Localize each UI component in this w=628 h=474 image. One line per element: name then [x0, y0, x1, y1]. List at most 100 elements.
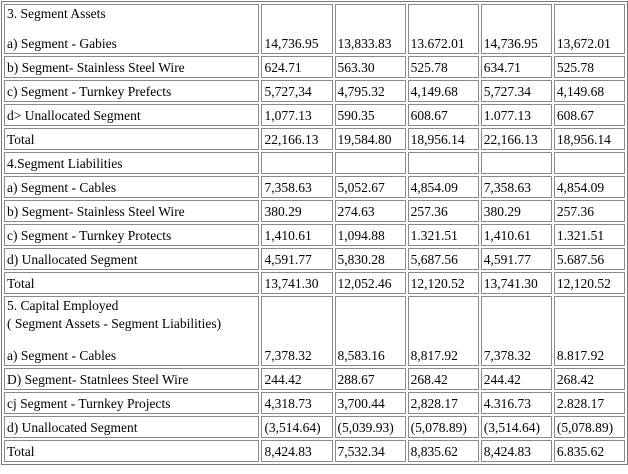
- row-label: a) Segment - Cables: [4, 176, 260, 198]
- row-label: Total: [4, 272, 260, 294]
- section-title: 4.Segment Liabilities: [4, 152, 260, 174]
- segment-table: 3. Segment Assets a) Segment - Gabies 14…: [1, 1, 628, 465]
- value-cell: 380.29: [261, 200, 333, 222]
- value-cell: 274.63: [334, 200, 406, 222]
- value-cell: 4,795.32: [334, 80, 406, 102]
- value-cell: 4,318.73: [261, 392, 333, 414]
- value-cell: 288.67: [334, 368, 406, 390]
- value-cell: 2,828.17: [407, 392, 479, 414]
- value-cell: 19,584.80: [334, 128, 406, 150]
- table-row: cj Segment - Turnkey Projects 4,318.73 3…: [4, 392, 625, 414]
- value-cell: 1,094.88: [334, 224, 406, 246]
- table-row: d> Unallocated Segment 1,077.13 590.35 6…: [4, 104, 625, 126]
- row-label: b) Segment- Stainless Steel Wire: [4, 200, 260, 222]
- section-title: 5. Capital Employed: [7, 298, 119, 313]
- value-cell: 13,833.83: [334, 4, 406, 54]
- row-label: c) Segment - Turnkey Prefects: [4, 80, 260, 102]
- table-row: c) Segment - Turnkey Prefects 5,727,34 4…: [4, 80, 625, 102]
- value-cell: 12,052.46: [334, 272, 406, 294]
- value-cell: (5,078.89): [553, 416, 625, 438]
- table-row: b) Segment- Stainless Steel Wire 624.71 …: [4, 56, 625, 78]
- total-row: Total 22,166.13 19,584.80 18,956.14 22,1…: [4, 128, 625, 150]
- value-cell: 608.67: [553, 104, 625, 126]
- value-cell: 7,532.34: [334, 440, 406, 462]
- row-label: b) Segment- Stainless Steel Wire: [4, 56, 260, 78]
- row-label: Total: [4, 128, 260, 150]
- value-cell: 8,583.16: [334, 296, 406, 366]
- value-cell: 525.78: [407, 56, 479, 78]
- value-cell: 268.42: [553, 368, 625, 390]
- row-label: d) Unallocated Segment: [4, 248, 260, 270]
- total-row: Total 13,741.30 12,052.46 12,120.52 13,7…: [4, 272, 625, 294]
- value-cell: 608.67: [407, 104, 479, 126]
- value-cell: 257.36: [407, 200, 479, 222]
- value-cell: (3,514.64): [261, 416, 333, 438]
- value-cell: 13,672.01: [553, 4, 625, 54]
- value-cell: 4,591.77: [480, 248, 552, 270]
- value-cell: 14,736.95: [261, 4, 333, 54]
- value-cell: 5,727.34: [480, 80, 552, 102]
- section-title: 3. Segment Assets: [7, 6, 106, 21]
- row-label: cj Segment - Turnkey Projects: [4, 392, 260, 414]
- table-row: a) Segment - Cables 7,358.63 5,052.67 4,…: [4, 176, 625, 198]
- total-row: Total 8,424.83 7,532.34 8,835.62 8,424.8…: [4, 440, 625, 462]
- value-cell: 4,854.09: [553, 176, 625, 198]
- section-title-cell: 3. Segment Assets a) Segment - Gabies: [4, 4, 260, 54]
- value-cell: 5,830.28: [334, 248, 406, 270]
- value-cell: 5.687.56: [553, 248, 625, 270]
- value-cell: 2.828.17: [553, 392, 625, 414]
- section-4-header-row: 4.Segment Liabilities: [4, 152, 625, 174]
- value-cell: 13,741.30: [261, 272, 333, 294]
- value-cell: 14,736.95: [480, 4, 552, 54]
- row-label: Total: [4, 440, 260, 462]
- value-cell: 244.42: [480, 368, 552, 390]
- row-label: D) Segment- Statnlees Steel Wire: [4, 368, 260, 390]
- row-label: d) Unallocated Segment: [4, 416, 260, 438]
- value-cell: 1.077.13: [480, 104, 552, 126]
- value-cell: 8,424.83: [480, 440, 552, 462]
- empty-cell: [334, 152, 406, 174]
- value-cell: 380.29: [480, 200, 552, 222]
- table-row: c) Segment - Turnkey Protects 1,410.61 1…: [4, 224, 625, 246]
- value-cell: 22,166.13: [480, 128, 552, 150]
- value-cell: 1,410.61: [261, 224, 333, 246]
- row-label: a) Segment - Cables: [7, 348, 117, 363]
- value-cell: 6.835.62: [553, 440, 625, 462]
- value-cell: 525.78: [553, 56, 625, 78]
- value-cell: 4,149.68: [407, 80, 479, 102]
- value-cell: (5,039.93): [334, 416, 406, 438]
- empty-cell: [553, 152, 625, 174]
- table-row: D) Segment- Statnlees Steel Wire 244.42 …: [4, 368, 625, 390]
- value-cell: 3,700.44: [334, 392, 406, 414]
- value-cell: 244.42: [261, 368, 333, 390]
- table-row: d) Unallocated Segment (3,514.64) (5,039…: [4, 416, 625, 438]
- row-label: a) Segment - Gabies: [7, 36, 117, 51]
- value-cell: 8,424.83: [261, 440, 333, 462]
- value-cell: 13.672.01: [407, 4, 479, 54]
- value-cell: 8.817.92: [553, 296, 625, 366]
- value-cell: 1.321.51: [407, 224, 479, 246]
- empty-cell: [480, 152, 552, 174]
- value-cell: 1,410.61: [480, 224, 552, 246]
- value-cell: (3,514.64): [480, 416, 552, 438]
- value-cell: 634.71: [480, 56, 552, 78]
- value-cell: 18,956.14: [407, 128, 479, 150]
- section-title-cell: 5. Capital Employed ( Segment Assets - S…: [4, 296, 260, 366]
- value-cell: 22,166.13: [261, 128, 333, 150]
- value-cell: 624.71: [261, 56, 333, 78]
- value-cell: (5,078.89): [407, 416, 479, 438]
- value-cell: 5,727,34: [261, 80, 333, 102]
- value-cell: 8,817.92: [407, 296, 479, 366]
- value-cell: 268.42: [407, 368, 479, 390]
- section-subtitle: ( Segment Assets - Segment Liabilities): [7, 316, 222, 331]
- section-3-header-row: 3. Segment Assets a) Segment - Gabies 14…: [4, 4, 625, 54]
- segment-table-container: 3. Segment Assets a) Segment - Gabies 14…: [1, 1, 628, 465]
- row-label: d> Unallocated Segment: [4, 104, 260, 126]
- value-cell: 563.30: [334, 56, 406, 78]
- value-cell: 4,149.68: [553, 80, 625, 102]
- value-cell: 7,378.32: [261, 296, 333, 366]
- value-cell: 12,120.52: [553, 272, 625, 294]
- value-cell: 7,358.63: [261, 176, 333, 198]
- value-cell: 13,741.30: [480, 272, 552, 294]
- empty-cell: [261, 152, 333, 174]
